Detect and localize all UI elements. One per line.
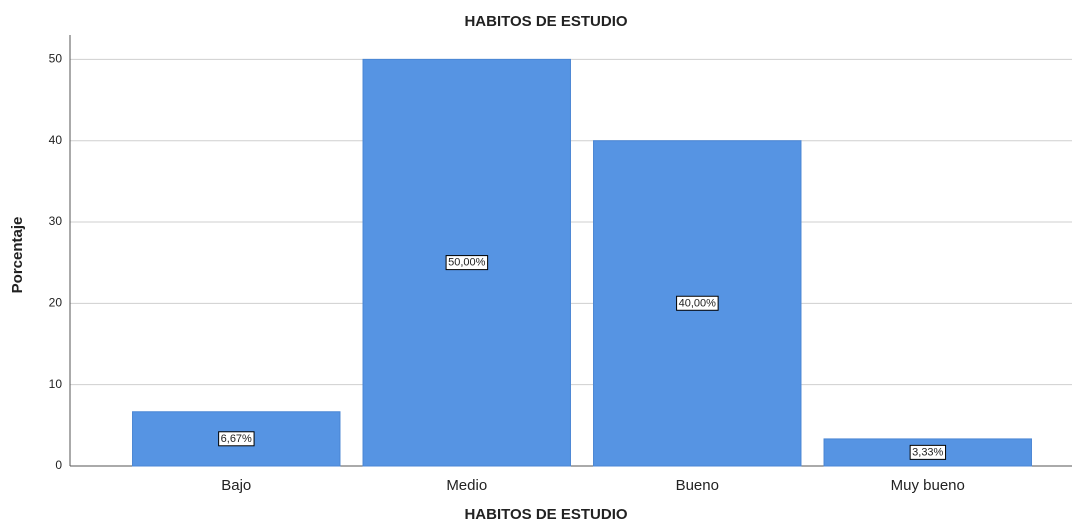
x-tick-label: Bueno [676,477,719,494]
y-tick-label: 40 [49,133,63,147]
x-tick-label: Muy bueno [891,477,965,494]
y-axis-title: Porcentaje [9,217,26,294]
value-label: 3,33% [912,446,943,458]
y-tick-label: 10 [49,377,63,391]
value-label-box [676,295,719,311]
value-label-box [218,431,255,447]
value-label-box [445,255,489,271]
y-tick-label: 0 [55,458,62,472]
chart-title: HABITOS DE ESTUDIO [464,13,627,30]
value-label: 40,00% [679,297,717,309]
x-axis-title: HABITOS DE ESTUDIO [464,506,627,523]
value-label: 6,67% [221,433,252,445]
x-tick-label: Bajo [221,477,251,494]
y-tick-label: 30 [49,214,63,228]
value-label-box [909,444,947,460]
y-tick-label: 20 [49,296,63,310]
y-tick-label: 50 [49,52,63,66]
x-tick-label: Medio [446,477,487,494]
value-label: 50,00% [448,257,486,269]
